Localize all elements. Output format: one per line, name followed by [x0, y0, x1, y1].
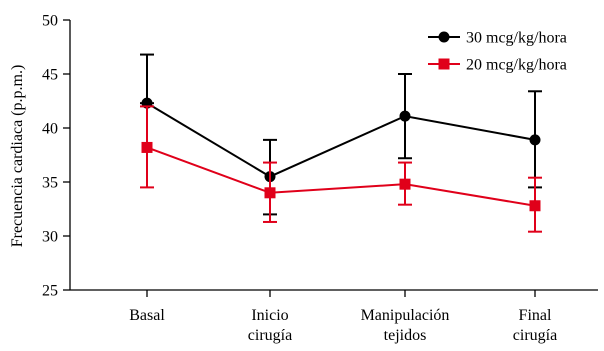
y-tick-label: 30	[42, 229, 58, 246]
x-axis: Basal Inicio cirugía Manipulación tejidos Fin…	[70, 289, 598, 344]
legend: 30 mcg/kg/hora 20 mcg/kg/hora	[428, 30, 567, 74]
legend-marker	[438, 58, 450, 70]
y-tick-label: 50	[42, 13, 58, 30]
y-tick-label: 45	[42, 67, 58, 84]
x-tick-label: Manipulación tejidos	[361, 307, 450, 344]
y-tick-label: 35	[42, 175, 58, 192]
legend-item: 20 mcg/kg/hora	[428, 57, 567, 74]
series-line	[146, 102, 536, 178]
x-tick-label: Inicio cirugía	[248, 307, 292, 344]
series-2	[140, 105, 542, 233]
y-tick-label: 40	[42, 121, 58, 138]
y-tick-label: 25	[42, 283, 58, 300]
x-tick-label: Basal	[129, 307, 165, 324]
data-point	[141, 141, 153, 153]
data-point	[399, 178, 411, 190]
series-1	[140, 53, 542, 216]
data-point	[399, 110, 411, 122]
series-layer	[140, 53, 542, 233]
y-axis: 25 30 35 40 45 50	[42, 13, 71, 300]
legend-label: 30 mcg/kg/hora	[466, 30, 567, 47]
legend-item: 30 mcg/kg/hora	[428, 30, 567, 47]
legend-marker	[438, 31, 450, 43]
series-line	[146, 146, 536, 207]
data-point	[529, 200, 541, 212]
legend-label: 20 mcg/kg/hora	[466, 57, 567, 74]
data-point	[529, 134, 541, 146]
y-axis-label: Frecuencia cardiaca (p.p.m.)	[9, 65, 26, 248]
x-tick-label: Final cirugía	[513, 307, 557, 344]
data-point	[264, 187, 276, 199]
